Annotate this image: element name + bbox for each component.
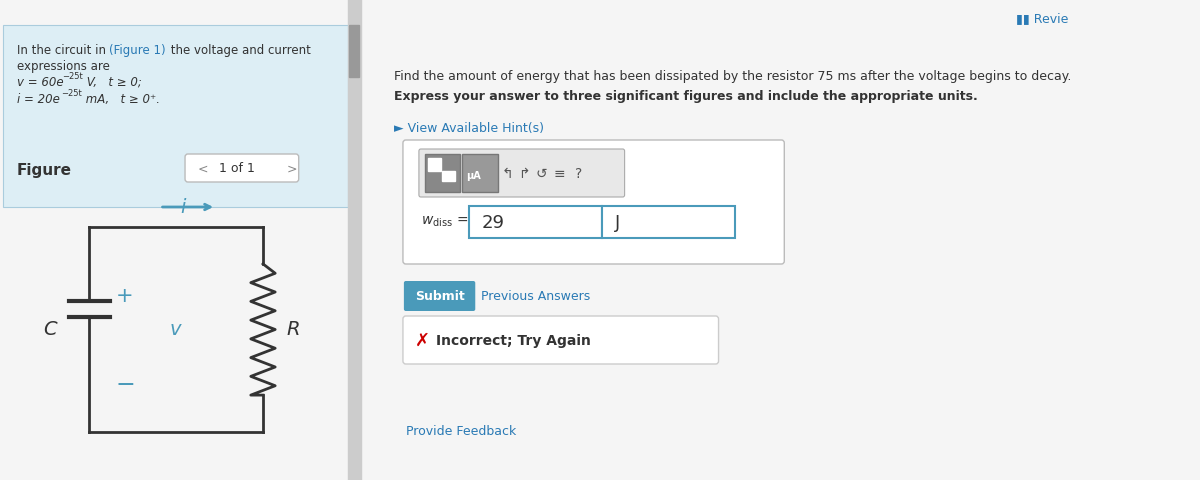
Text: mA,   t ≥ 0⁺.: mA, t ≥ 0⁺. bbox=[82, 93, 160, 106]
Text: i = 20e: i = 20e bbox=[17, 93, 60, 106]
FancyBboxPatch shape bbox=[419, 150, 625, 198]
Text: ≡: ≡ bbox=[554, 167, 565, 180]
Text: μA: μA bbox=[466, 171, 481, 180]
Bar bbox=[443, 172, 455, 181]
Bar bbox=[348, 0, 361, 480]
Text: expressions are: expressions are bbox=[17, 60, 109, 73]
Text: Submit: Submit bbox=[415, 290, 464, 303]
Text: ✗: ✗ bbox=[415, 331, 431, 349]
Text: ↱: ↱ bbox=[518, 167, 530, 180]
FancyBboxPatch shape bbox=[2, 26, 348, 207]
FancyBboxPatch shape bbox=[425, 155, 461, 192]
Text: −25t: −25t bbox=[62, 72, 83, 81]
Text: −: − bbox=[115, 372, 134, 396]
Text: −25t: −25t bbox=[61, 89, 82, 98]
Text: the voltage and current: the voltage and current bbox=[167, 44, 311, 57]
Text: ▮▮ Revie: ▮▮ Revie bbox=[1016, 12, 1069, 25]
Text: v = 60e: v = 60e bbox=[17, 76, 64, 89]
Text: <: < bbox=[197, 162, 208, 175]
Text: 1 of 1: 1 of 1 bbox=[218, 162, 254, 175]
Text: Provide Feedback: Provide Feedback bbox=[406, 424, 516, 437]
Text: R: R bbox=[287, 320, 300, 339]
Text: In the circuit in: In the circuit in bbox=[17, 44, 109, 57]
Text: Incorrect; Try Again: Incorrect; Try Again bbox=[436, 333, 590, 347]
Text: Figure: Figure bbox=[17, 163, 72, 178]
Text: Express your answer to three significant figures and include the appropriate uni: Express your answer to three significant… bbox=[395, 90, 978, 103]
Text: +: + bbox=[116, 286, 133, 305]
FancyBboxPatch shape bbox=[403, 316, 719, 364]
Text: $w_{\mathrm{diss}}$ =: $w_{\mathrm{diss}}$ = bbox=[421, 215, 468, 229]
Text: >: > bbox=[287, 162, 296, 175]
Text: i: i bbox=[180, 198, 186, 216]
Text: C: C bbox=[43, 320, 56, 339]
Text: (Figure 1): (Figure 1) bbox=[109, 44, 166, 57]
Bar bbox=[349, 26, 359, 78]
Text: V,   t ≥ 0;: V, t ≥ 0; bbox=[83, 76, 142, 89]
FancyBboxPatch shape bbox=[185, 155, 299, 182]
FancyBboxPatch shape bbox=[404, 281, 475, 312]
Text: 29: 29 bbox=[482, 214, 505, 231]
FancyBboxPatch shape bbox=[602, 206, 736, 239]
Text: Previous Answers: Previous Answers bbox=[481, 290, 590, 303]
FancyBboxPatch shape bbox=[462, 155, 498, 192]
Text: v: v bbox=[170, 320, 181, 339]
Text: J: J bbox=[616, 214, 620, 231]
Bar bbox=[428, 159, 440, 172]
FancyBboxPatch shape bbox=[403, 141, 785, 264]
Text: ?: ? bbox=[575, 167, 582, 180]
Text: ↺: ↺ bbox=[535, 167, 547, 180]
Text: ↰: ↰ bbox=[502, 167, 514, 180]
FancyBboxPatch shape bbox=[469, 206, 602, 239]
Text: Find the amount of energy that has been dissipated by the resistor 75 ms after t: Find the amount of energy that has been … bbox=[395, 70, 1072, 83]
Text: ► View Available Hint(s): ► View Available Hint(s) bbox=[395, 122, 545, 135]
